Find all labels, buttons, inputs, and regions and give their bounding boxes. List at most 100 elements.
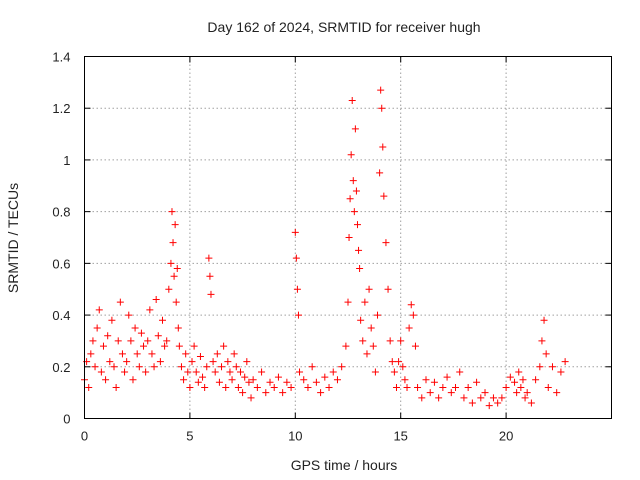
data-point	[152, 296, 160, 304]
data-point	[206, 272, 214, 280]
data-point	[283, 378, 291, 386]
y-tick-label: 1.4	[52, 50, 70, 65]
data-point	[439, 383, 447, 391]
data-point	[234, 383, 242, 391]
x-axis-title: GPS time / hours	[291, 457, 398, 473]
data-point	[91, 363, 99, 371]
data-point	[544, 383, 552, 391]
data-point	[89, 337, 97, 345]
data-point	[418, 394, 426, 402]
data-point	[167, 259, 175, 267]
x-tick-label: 5	[186, 429, 193, 444]
data-point	[222, 383, 230, 391]
data-point	[224, 358, 232, 366]
y-tick-label: 0	[63, 412, 70, 427]
data-point	[144, 337, 152, 345]
data-point	[163, 337, 171, 345]
data-point	[135, 363, 143, 371]
data-point	[473, 378, 481, 386]
data-point	[365, 285, 373, 293]
data-point	[325, 383, 333, 391]
data-point	[485, 402, 493, 410]
data-point	[430, 378, 438, 386]
data-point	[333, 376, 341, 384]
data-point	[308, 363, 316, 371]
data-point	[199, 373, 207, 381]
data-point	[403, 383, 411, 391]
data-point	[207, 290, 215, 298]
y-tick-label: 1	[63, 153, 70, 168]
data-point	[106, 358, 114, 366]
data-point	[329, 368, 337, 376]
data-point	[194, 378, 202, 386]
data-point	[351, 125, 359, 133]
data-point	[511, 378, 519, 386]
data-point	[548, 363, 556, 371]
data-point	[236, 368, 244, 376]
data-point	[140, 342, 148, 350]
data-point	[249, 376, 257, 384]
data-point	[192, 368, 200, 376]
data-point	[304, 383, 312, 391]
data-point	[173, 265, 181, 273]
data-point	[536, 363, 544, 371]
data-point	[377, 86, 385, 94]
data-point	[540, 316, 548, 324]
data-point	[118, 350, 126, 358]
data-point	[203, 363, 211, 371]
data-point	[168, 208, 176, 216]
x-tick-label: 20	[499, 429, 513, 444]
data-point	[494, 399, 502, 407]
data-point	[517, 383, 525, 391]
data-point	[515, 368, 523, 376]
data-point	[527, 399, 535, 407]
data-point	[382, 239, 390, 247]
data-point	[374, 311, 382, 319]
data-point	[87, 350, 95, 358]
data-point	[352, 187, 360, 195]
data-point	[180, 376, 188, 384]
data-point	[161, 342, 169, 350]
data-point	[481, 389, 489, 397]
data-point	[399, 363, 407, 371]
data-point	[279, 389, 287, 397]
data-point	[97, 368, 105, 376]
data-point	[521, 394, 529, 402]
data-point	[557, 368, 565, 376]
data-point	[169, 239, 177, 247]
data-point	[498, 394, 506, 402]
data-point	[489, 394, 497, 402]
data-point	[156, 358, 164, 366]
data-point	[344, 298, 352, 306]
data-point	[131, 324, 139, 332]
data-point	[262, 389, 270, 397]
y-tick-label: 0.2	[52, 360, 70, 375]
y-tick-label: 1.2	[52, 101, 70, 116]
data-point	[243, 358, 251, 366]
data-point	[390, 368, 398, 376]
data-point	[460, 394, 468, 402]
data-point	[380, 192, 388, 200]
data-point	[355, 246, 363, 254]
x-tick-label: 0	[81, 429, 88, 444]
data-point	[99, 342, 107, 350]
data-point	[350, 208, 358, 216]
data-point	[184, 368, 192, 376]
data-point	[196, 352, 204, 360]
data-point	[349, 177, 357, 185]
data-point	[158, 316, 166, 324]
data-point	[133, 350, 141, 358]
data-point	[104, 332, 112, 340]
data-point	[357, 316, 365, 324]
data-point	[321, 373, 329, 381]
data-point	[148, 350, 156, 358]
data-point	[386, 337, 394, 345]
data-point	[174, 324, 182, 332]
data-point	[93, 324, 101, 332]
data-point	[401, 376, 409, 384]
data-point	[232, 363, 240, 371]
data-point	[228, 376, 236, 384]
data-point	[127, 337, 135, 345]
data-point	[414, 383, 422, 391]
data-point	[112, 383, 120, 391]
